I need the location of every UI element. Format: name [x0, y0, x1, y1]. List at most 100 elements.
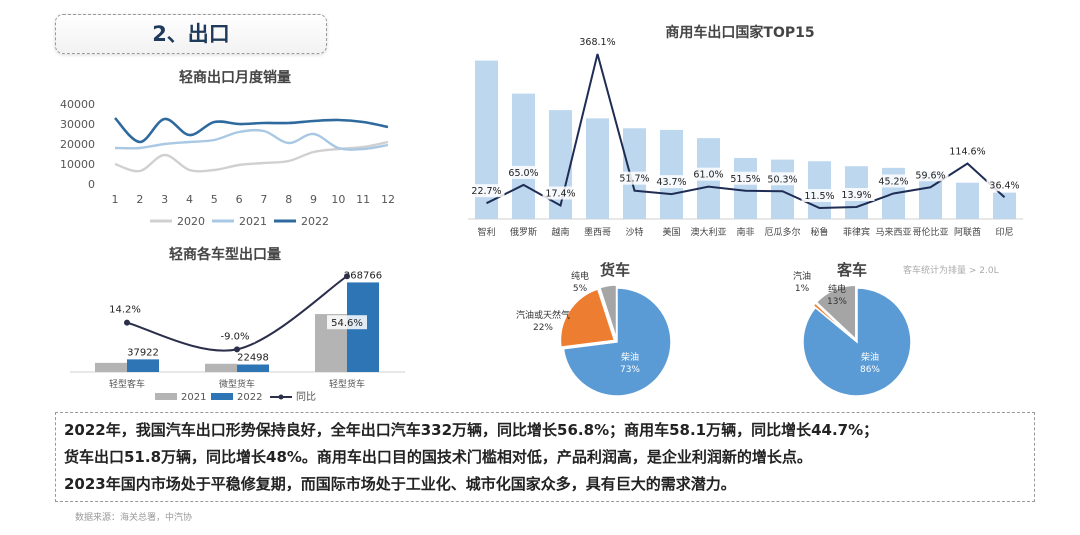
- series-line-2022: [114, 117, 389, 144]
- legend-label: 2022: [237, 392, 262, 403]
- category-label: 轻型客车: [109, 378, 145, 390]
- slice-label: 柴油: [621, 351, 639, 363]
- growth-label-bg: [764, 172, 801, 186]
- series-line-2021: [114, 128, 389, 151]
- pie-note: 客车统计为排量 > 2.0L: [903, 266, 999, 276]
- x-tick-label: 10: [331, 193, 345, 206]
- x-tick-label: 11: [356, 193, 370, 206]
- country-label: 沙特: [625, 226, 643, 238]
- legend-label: 2022: [301, 215, 329, 228]
- growth-label: 61.0%: [693, 170, 723, 181]
- slice-value: 73%: [620, 365, 640, 375]
- slice-label: 纯电: [828, 283, 846, 295]
- yoy-label: 14.2%: [109, 305, 141, 316]
- yoy-label: -9.0%: [220, 331, 249, 342]
- summary-box: 2022年，我国汽车出口形势保持良好，全年出口汽车332万辆，同比增长56.8%…: [55, 412, 1035, 502]
- legend-label: 2020: [177, 215, 205, 228]
- growth-label-bg: [838, 187, 875, 201]
- slice-value: 5%: [573, 284, 588, 294]
- y-tick-label: 30000: [60, 118, 95, 131]
- bar-2021: [95, 362, 127, 372]
- yoy-point: [124, 319, 130, 326]
- yoy-label-bg: [327, 315, 367, 330]
- growth-label-bg: [949, 144, 986, 158]
- country-label: 澳大利亚: [690, 226, 726, 238]
- slice-label: 纯电: [571, 270, 589, 282]
- slice-label: 汽油或天然气: [516, 309, 570, 321]
- truck-pie-title: 货车: [599, 261, 630, 279]
- country-label: 马来西亚: [875, 227, 911, 238]
- growth-label: 59.6%: [915, 170, 945, 181]
- x-tick-label: 8: [285, 193, 292, 206]
- x-tick-label: 12: [381, 193, 395, 206]
- truck-pie-chart: 柴油 73% 汽油或天然气 22% 纯电 5%: [516, 270, 672, 397]
- growth-label: 22.7%: [471, 186, 501, 197]
- legend-marker: [278, 394, 284, 400]
- legend-swatch: [211, 393, 233, 400]
- pie-slice: [815, 284, 857, 341]
- country-bar: [512, 93, 535, 219]
- growth-label: 368.1%: [579, 37, 615, 48]
- country-bar: [475, 60, 498, 219]
- bus-pie-title: 客车: [836, 261, 867, 279]
- country-label: 越南: [551, 226, 569, 238]
- slice-value: 86%: [860, 365, 880, 375]
- y-tick-label: 0: [88, 178, 95, 191]
- x-tick-label: 3: [161, 193, 168, 206]
- value-label: 268766: [344, 270, 382, 281]
- country-label: 美国: [662, 226, 680, 238]
- value-label-bg: [233, 349, 273, 364]
- country-label: 秘鲁: [810, 226, 828, 238]
- growth-label-bg: [542, 186, 579, 200]
- y-tick-label: 20000: [60, 138, 95, 151]
- growth-label: 45.2%: [878, 176, 908, 187]
- x-tick-label: 2: [136, 193, 143, 206]
- slice-label: 柴油: [861, 351, 879, 363]
- growth-label-bg: [801, 189, 838, 203]
- slice-label: 汽油: [793, 270, 811, 282]
- value-label: 22498: [237, 353, 269, 364]
- growth-label: 13.9%: [841, 190, 871, 201]
- slice-value: 22%: [533, 323, 553, 333]
- x-tick-label: 4: [186, 193, 193, 206]
- pie-slice: [598, 284, 618, 340]
- x-tick-label: 5: [211, 193, 218, 206]
- x-tick-label: 9: [310, 193, 317, 206]
- legend-label: 2021: [181, 392, 206, 403]
- growth-label-bg: [505, 165, 542, 179]
- x-tick-label: 7: [260, 193, 267, 206]
- yoy-point: [234, 346, 240, 353]
- growth-label-bg: [616, 171, 653, 185]
- bar-2022: [237, 364, 269, 372]
- value-label-bg: [123, 344, 163, 359]
- legend-swatch: [155, 393, 177, 400]
- country-label: 智利: [477, 226, 495, 238]
- value-label-bg: [343, 267, 383, 282]
- line-chart-title: 轻商出口月度销量: [179, 70, 291, 86]
- top15-chart-title: 商用车出口国家TOP15: [665, 25, 815, 41]
- country-label: 南非: [736, 226, 754, 238]
- growth-label: 51.7%: [619, 174, 649, 185]
- country-label: 哥伦比亚: [912, 226, 948, 238]
- growth-label-bg: [653, 175, 690, 189]
- summary-line-1: 2022年，我国汽车出口形势保持良好，全年出口汽车332万辆，同比增长56.8%…: [64, 421, 879, 439]
- bar-2021: [205, 363, 237, 372]
- yoy-point: [344, 273, 350, 280]
- growth-label: 114.6%: [949, 146, 985, 157]
- growth-label: 50.3%: [767, 174, 797, 185]
- model-bar-chart: 轻型客车 37922 微型货车 22498 轻型货车 268766 14.2% -9.0% 54…: [70, 267, 405, 403]
- section-title-box: 2、出口: [55, 14, 327, 54]
- country-label: 阿联酋: [954, 226, 981, 238]
- x-tick-label: 6: [236, 193, 243, 206]
- country-label: 墨西哥: [584, 227, 611, 238]
- growth-label-bg: [912, 168, 949, 182]
- growth-label: 43.7%: [656, 177, 686, 188]
- growth-label: 17.4%: [545, 188, 575, 199]
- growth-line: [486, 53, 1006, 210]
- category-label: 微型货车: [219, 378, 255, 390]
- summary-line-3: 2023年国内市场处于平稳修复期，而国际市场处于工业化、城市化国家众多，具有巨大…: [64, 475, 736, 493]
- growth-label-bg: [468, 184, 505, 198]
- summary-line-2: 货车出口51.8万辆，同比增长48%。商用车出口目的国技术门槛相对低，产品利润高…: [64, 448, 812, 466]
- growth-label: 36.4%: [989, 180, 1019, 191]
- country-bar: [586, 118, 609, 219]
